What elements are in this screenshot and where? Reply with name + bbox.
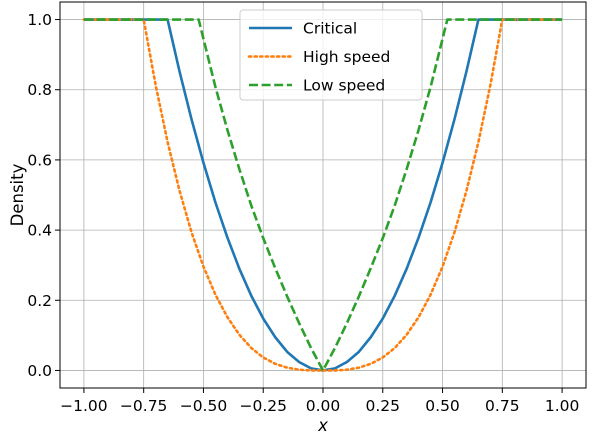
series-lines	[82, 18, 564, 372]
x-tick-label: −1.00	[60, 397, 108, 415]
y-axis-label: Density	[8, 163, 27, 226]
x-axis-ticks: −1.00 −0.75 −0.50 −0.25 0.00 0.25 0.50 0.75 1.00	[60, 388, 579, 415]
x-tick-label: 0.00	[306, 397, 341, 415]
legend: Critical High speed Low speed	[239, 9, 423, 101]
legend-label: Critical	[303, 20, 357, 38]
x-tick-label: 0.75	[485, 397, 520, 415]
legend-label: High speed	[303, 48, 390, 66]
y-tick-label: 0.0	[27, 362, 52, 380]
x-tick-label: −0.75	[120, 397, 168, 415]
x-tick-label: −0.25	[239, 397, 287, 415]
y-tick-label: 0.2	[27, 292, 52, 310]
x-tick-label: −0.50	[180, 397, 228, 415]
y-tick-label: 0.6	[27, 151, 52, 169]
x-axis-label: x	[317, 416, 328, 435]
series-line-high-speed	[82, 18, 564, 372]
legend-box	[239, 9, 423, 101]
series-line-low-speed	[83, 18, 563, 372]
x-tick-label: 0.25	[366, 397, 401, 415]
y-tick-label: 1.0	[27, 11, 52, 29]
y-axis-ticks: 0.0 0.2 0.4 0.6 0.8 1.0	[27, 11, 60, 380]
x-tick-label: 1.00	[545, 397, 580, 415]
y-tick-label: 0.4	[27, 222, 52, 240]
y-tick-label: 0.8	[27, 81, 52, 99]
legend-label: Low speed	[303, 77, 385, 95]
x-tick-label: 0.50	[425, 397, 460, 415]
